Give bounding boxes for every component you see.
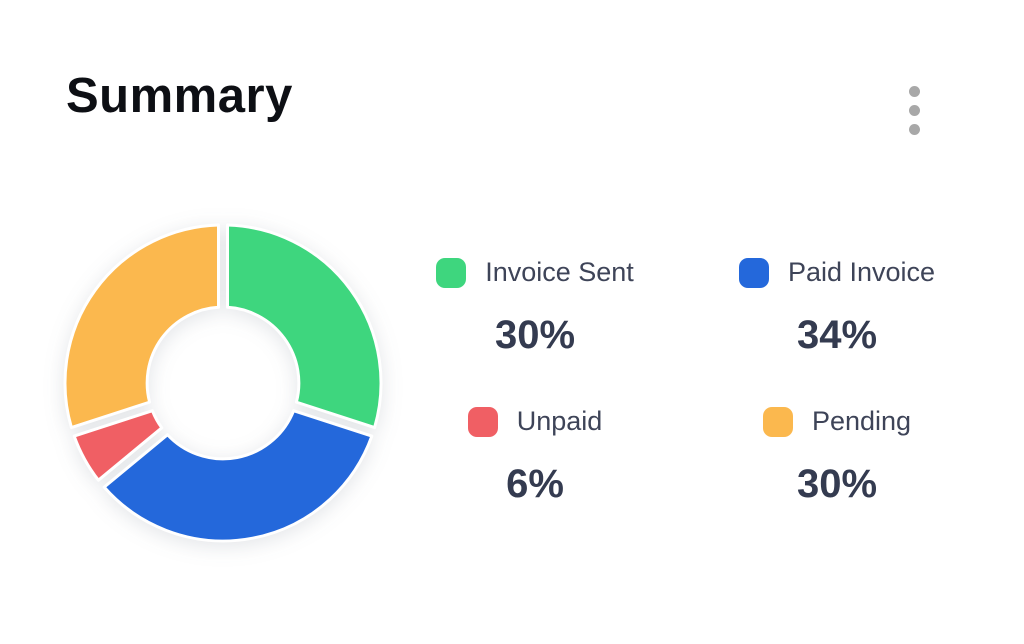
donut-slice-invoice-sent[interactable] — [226, 223, 383, 430]
kebab-dot — [908, 104, 920, 116]
legend-item-header: Pending — [762, 405, 912, 438]
legend-swatch-icon — [436, 257, 467, 288]
donut-chart-svg — [63, 223, 383, 543]
legend-item-header: Unpaid — [467, 405, 603, 438]
legend-percentage: 34% — [796, 313, 878, 357]
kebab-menu-icon[interactable] — [896, 78, 932, 142]
legend-item: Paid Invoice 34% — [686, 256, 988, 357]
legend-item: Invoice Sent 30% — [384, 256, 686, 357]
legend-percentage: 30% — [796, 462, 878, 506]
legend-label: Invoice Sent — [485, 257, 634, 287]
legend-item: Unpaid 6% — [384, 405, 686, 506]
legend-swatch-icon — [738, 257, 769, 288]
legend-percentage: 6% — [506, 462, 564, 506]
legend-item: Pending 30% — [686, 405, 988, 506]
kebab-dot — [908, 85, 920, 97]
donut-slice-pending[interactable] — [63, 223, 220, 430]
donut-chart — [53, 213, 393, 553]
legend-label: Unpaid — [516, 406, 603, 436]
legend-percentage: 30% — [494, 313, 576, 357]
donut-slice-paid-invoice[interactable] — [102, 409, 374, 543]
legend-label: Paid Invoice — [787, 257, 936, 287]
legend-label: Pending — [811, 406, 912, 436]
card-title: Summary — [66, 69, 293, 123]
legend-swatch-icon — [467, 406, 498, 437]
chart-legend: Invoice Sent 30% Paid Invoice 34% Unpaid… — [384, 256, 988, 506]
kebab-dot — [908, 123, 920, 135]
legend-item-header: Invoice Sent — [436, 256, 634, 289]
legend-item-header: Paid Invoice — [738, 256, 936, 289]
legend-swatch-icon — [762, 406, 793, 437]
donut-slice-unpaid[interactable] — [72, 409, 164, 482]
